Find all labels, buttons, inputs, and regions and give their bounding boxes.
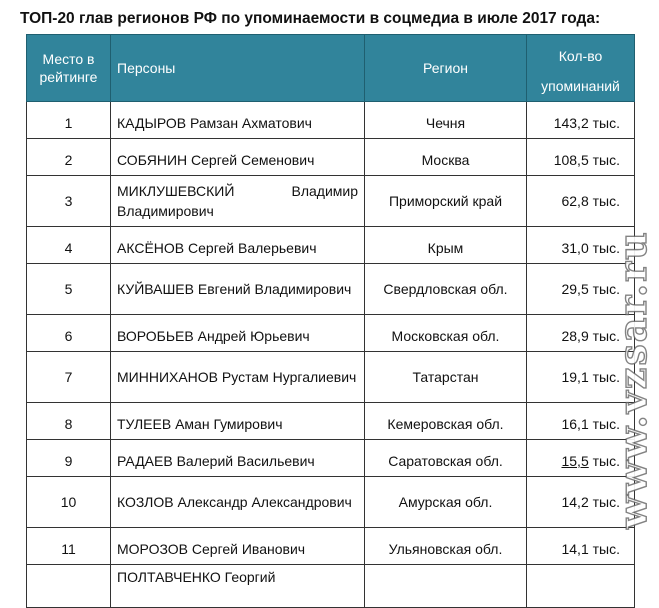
count-cell: 14,2 тыс. [526, 476, 635, 528]
ranking-table: Место в рейтинге Персоны Регион Кол-во у… [26, 34, 635, 608]
person-name-line1: КОЗЛОВ Александр [117, 494, 248, 510]
table-row: 2 СОБЯНИН Сергей Семенович Москва 108,5 … [26, 138, 635, 176]
person-name-line2: Владимирович [117, 203, 214, 219]
person-cell: МИКЛУШЕВСКИЙ Владимир Владимирович [110, 175, 365, 227]
table-row: 3 МИКЛУШЕВСКИЙ Владимир Владимирович При… [26, 175, 635, 227]
person-name-line1: КУЙВАШЕВ Евгений [117, 281, 251, 297]
person-cell: СОБЯНИН Сергей Семенович [110, 138, 365, 176]
region-cell: Кемеровская обл. [364, 402, 527, 440]
person-cell: ПОЛТАВЧЕНКО Георгий [110, 564, 365, 608]
count-cell [526, 564, 635, 608]
count-cell: 108,5 тыс. [526, 138, 635, 176]
person-cell: КАДЫРОВ Рамзан Ахматович [110, 101, 365, 139]
region-cell: Московская обл. [364, 314, 527, 352]
region-cell: Москва [364, 138, 527, 176]
region-cell: Саратовская обл. [364, 439, 527, 477]
region-cell: Свердловская обл. [364, 263, 527, 315]
rank-cell: 1 [26, 101, 111, 139]
rank-cell: 6 [26, 314, 111, 352]
rank-cell: 9 [26, 439, 111, 477]
region-cell: Ульяновская обл. [364, 527, 527, 565]
header-rank: Место в рейтинге [26, 34, 111, 102]
header-rank-line2: рейтинге [39, 69, 98, 85]
rank-cell: 11 [26, 527, 111, 565]
table-row: ПОЛТАВЧЕНКО Георгий [26, 564, 635, 608]
person-cell: МОРОЗОВ Сергей Иванович [110, 527, 365, 565]
person-cell: МИННИХАНОВ Рустам Нургалиевич [110, 351, 365, 403]
table-row: 11 МОРОЗОВ Сергей Иванович Ульяновская о… [26, 527, 635, 565]
header-count-line2: упоминаний [541, 78, 620, 94]
person-name-line2: Нургалиевич [272, 369, 357, 385]
table-row: 1 КАДЫРОВ Рамзан Ахматович Чечня 143,2 т… [26, 101, 635, 139]
count-cell: 19,1 тыс. [526, 351, 635, 403]
region-cell: Приморский край [364, 175, 527, 227]
header-rank-line1: Место в [42, 51, 95, 67]
count-cell: 28,9 тыс. [526, 314, 635, 352]
region-cell: Татарстан [364, 351, 527, 403]
table-row: 4 АКСЁНОВ Сергей Валерьевич Крым 31,0 ты… [26, 226, 635, 264]
region-cell: Крым [364, 226, 527, 264]
rank-cell: 7 [26, 351, 111, 403]
person-cell: РАДАЕВ Валерий Васильевич [110, 439, 365, 477]
count-cell: 15,5 тыс. [526, 439, 635, 477]
rank-cell: 5 [26, 263, 111, 315]
rank-cell [26, 564, 111, 608]
table-row: 9 РАДАЕВ Валерий Васильевич Саратовская … [26, 439, 635, 477]
table-row: 7 МИННИХАНОВ Рустам Нургалиевич Татарста… [26, 351, 635, 403]
rank-cell: 3 [26, 175, 111, 227]
count-cell: 14,1 тыс. [526, 527, 635, 565]
count-cell: 16,1 тыс. [526, 402, 635, 440]
count-cell: 29,5 тыс. [526, 263, 635, 315]
person-cell: КУЙВАШЕВ Евгений Владимирович [110, 263, 365, 315]
count-cell: 143,2 тыс. [526, 101, 635, 139]
header-count-line1: Кол-во [558, 48, 603, 64]
person-cell: КОЗЛОВ Александр Александрович [110, 476, 365, 528]
region-cell: Чечня [364, 101, 527, 139]
count-value-link[interactable]: 15,5 [561, 453, 589, 469]
person-cell: ТУЛЕЕВ Аман Гумирович [110, 402, 365, 440]
rank-cell: 2 [26, 138, 111, 176]
person-name-line2: Владимирович [254, 281, 352, 297]
header-person: Персоны [110, 34, 365, 102]
person-name-line2: Александрович [251, 494, 352, 510]
table-row: 5 КУЙВАШЕВ Евгений Владимирович Свердлов… [26, 263, 635, 315]
header-region: Регион [364, 34, 527, 102]
person-name-line1: МИННИХАНОВ Рустам [117, 369, 269, 385]
person-cell: АКСЁНОВ Сергей Валерьевич [110, 226, 365, 264]
region-cell: Амурская обл. [364, 476, 527, 528]
rank-cell: 4 [26, 226, 111, 264]
count-cell: 62,8 тыс. [526, 175, 635, 227]
count-unit: тыс. [588, 453, 620, 469]
person-cell: ВОРОБЬЕВ Андрей Юрьевич [110, 314, 365, 352]
rank-cell: 10 [26, 476, 111, 528]
region-cell [364, 564, 527, 608]
header-count: Кол-во упоминаний [526, 34, 635, 102]
rank-cell: 8 [26, 402, 111, 440]
table-row: 10 КОЗЛОВ Александр Александрович Амурск… [26, 476, 635, 528]
table-header-row: Место в рейтинге Персоны Регион Кол-во у… [26, 34, 635, 102]
table-row: 6 ВОРОБЬЕВ Андрей Юрьевич Московская обл… [26, 314, 635, 352]
person-name-line1: МИКЛУШЕВСКИЙ Владимир [117, 183, 358, 199]
count-cell: 31,0 тыс. [526, 226, 635, 264]
table-row: 8 ТУЛЕЕВ Аман Гумирович Кемеровская обл.… [26, 402, 635, 440]
page-title: ТОП-20 глав регионов РФ по упоминаемости… [20, 10, 601, 27]
